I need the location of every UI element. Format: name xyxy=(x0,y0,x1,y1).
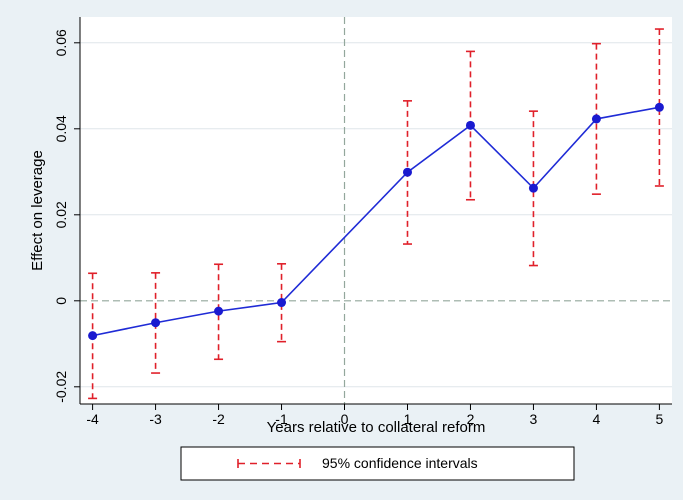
x-tick-label: 2 xyxy=(467,411,475,427)
y-axis-title: Effect on leverage xyxy=(29,150,46,271)
x-axis-title: Years relative to collateral reform xyxy=(267,419,486,436)
estimate-point xyxy=(528,183,538,193)
y-tick-label: 0 xyxy=(53,297,69,305)
x-axis: -4 -3 -2 -1 0 1 2 3 4 5 xyxy=(80,403,672,427)
estimate-point xyxy=(277,298,287,308)
x-tick-label: -3 xyxy=(149,411,162,427)
x-tick-label: 1 xyxy=(404,411,412,427)
estimate-point xyxy=(88,331,98,341)
gridlines xyxy=(80,42,672,388)
ci-bar xyxy=(277,263,287,343)
estimate-point xyxy=(654,102,664,112)
estimate-point xyxy=(591,114,601,124)
estimate-point xyxy=(402,167,412,177)
reference-lines xyxy=(80,17,672,404)
estimate-point xyxy=(214,306,224,316)
legend: 95% confidence intervals xyxy=(180,446,575,481)
ci-bar xyxy=(214,263,224,361)
x-tick-label: 4 xyxy=(593,411,601,427)
y-tick-label: -0.02 xyxy=(53,371,69,403)
x-tick-label: 0 xyxy=(341,411,349,427)
plot-area xyxy=(80,17,672,404)
y-axis: -0.02 0 0.02 0.04 0.06 xyxy=(53,17,81,404)
x-tick-label: 3 xyxy=(530,411,538,427)
estimate-point xyxy=(151,318,161,328)
legend-key-ci xyxy=(237,459,301,468)
legend-label: 95% confidence intervals xyxy=(322,455,478,471)
estimate-point xyxy=(465,120,475,130)
ci-bar xyxy=(528,110,538,267)
legend-box xyxy=(180,446,575,481)
ci-bar xyxy=(654,28,664,187)
x-tick-label: -4 xyxy=(86,411,99,427)
y-tick-label: 0.04 xyxy=(53,115,69,142)
x-tick-label: -1 xyxy=(275,411,288,427)
x-tick-label: 5 xyxy=(656,411,664,427)
y-tick-label: 0.02 xyxy=(53,201,69,228)
estimate-markers xyxy=(88,102,664,341)
x-tick-label: -2 xyxy=(212,411,225,427)
y-tick-label: 0.06 xyxy=(53,29,69,56)
